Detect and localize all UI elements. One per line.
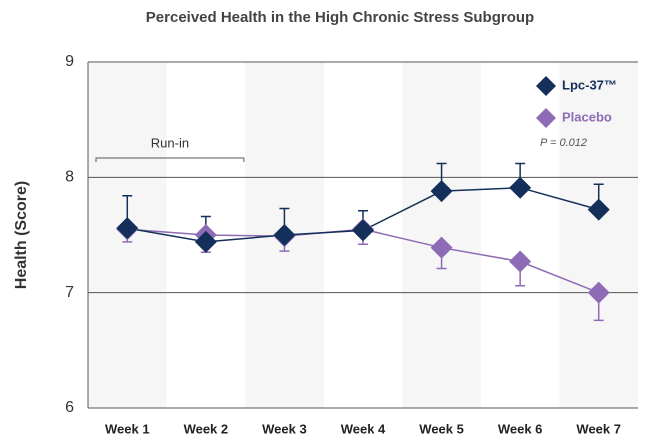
run-in-bracket: [95, 157, 245, 162]
x-tick-label: Week 3: [262, 421, 307, 436]
x-tick-label: Week 5: [419, 421, 464, 436]
legend-label: Lpc-37™: [562, 77, 617, 92]
band-stripe: [559, 62, 638, 408]
point: [430, 236, 453, 259]
x-tick-label: Week 7: [576, 421, 621, 436]
x-tick-label: Week 4: [341, 421, 386, 436]
band-stripe: [402, 62, 481, 408]
point: [430, 180, 453, 203]
point: [194, 230, 217, 253]
y-tick-label: 6: [65, 399, 74, 416]
point: [509, 250, 532, 273]
y-tick-label: 9: [65, 53, 74, 70]
y-tick-label: 8: [65, 169, 74, 186]
point: [509, 176, 532, 199]
y-tick-label: 7: [65, 284, 74, 301]
point: [587, 281, 610, 304]
legend-label: Placebo: [562, 109, 612, 124]
legend-marker: [536, 108, 556, 128]
x-tick-label: Week 6: [498, 421, 543, 436]
point: [116, 217, 139, 240]
y-axis-label: Health (Score): [13, 181, 30, 289]
x-tick-label: Week 2: [184, 421, 229, 436]
chart-title: Perceived Health in the High Chronic Str…: [146, 9, 534, 26]
point: [352, 219, 374, 242]
x-tick-label: Week 1: [105, 421, 150, 436]
point: [587, 198, 610, 221]
point: [273, 224, 296, 246]
annotation: Run-in: [151, 135, 189, 150]
legend-marker: [536, 76, 556, 96]
annotation: P = 0.012: [540, 137, 587, 149]
